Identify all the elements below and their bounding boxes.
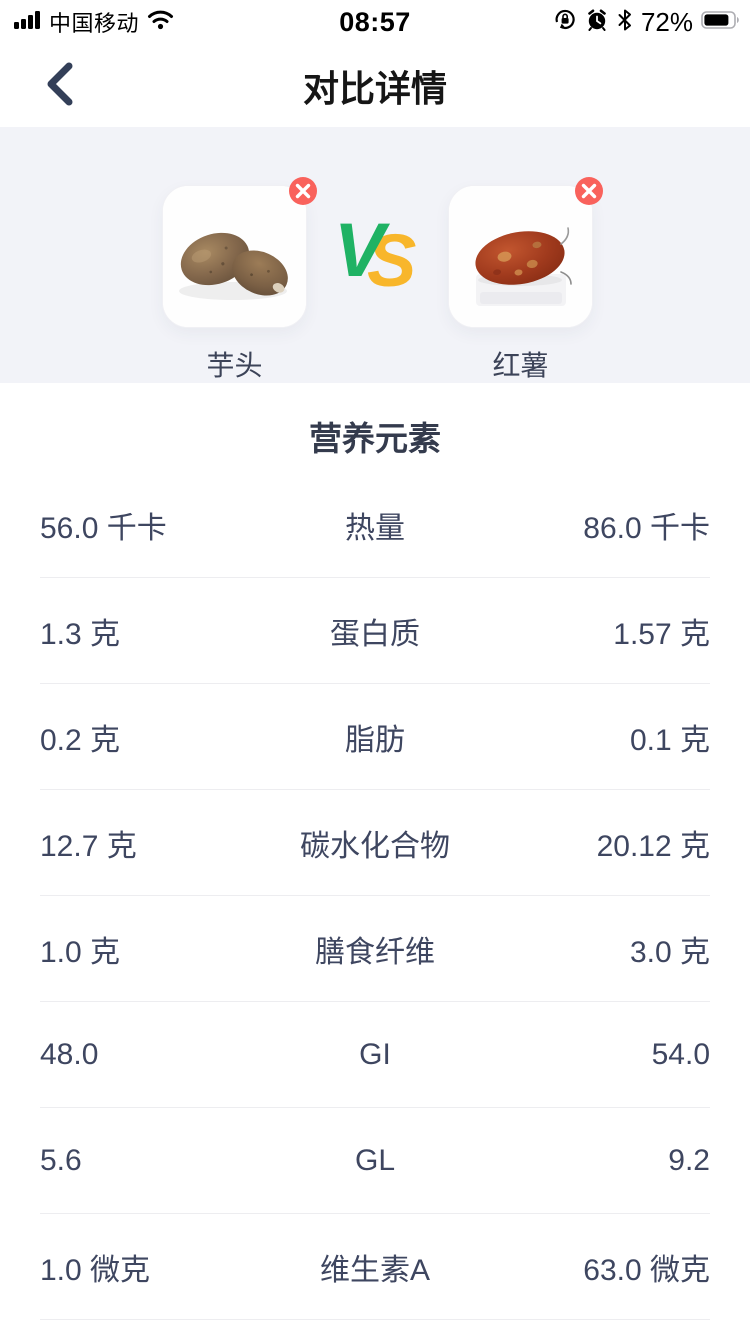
nav-bar: 对比详情 [0, 44, 750, 127]
left-value: 56.0 千卡 [40, 511, 167, 545]
signal-strength-icon [14, 10, 41, 35]
nutrient-label: 蛋白质 [330, 617, 420, 651]
nutrient-label: 维生素A [319, 1253, 430, 1287]
nutrition-row-carbs: 12.7 克 碳水化合物 20.12 克 [40, 790, 710, 896]
right-value: 86.0 千卡 [583, 511, 710, 545]
right-value: 9.2 [668, 1143, 710, 1177]
left-value: 1.0 克 [40, 935, 121, 969]
right-value: 1.57 克 [613, 617, 710, 651]
nutrition-row-gi: 48.0 GI 54.0 [40, 1002, 710, 1108]
nutrition-row-gl: 5.6 GL 9.2 [40, 1108, 710, 1214]
left-value: 48.0 [40, 1037, 99, 1071]
compare-section: 芋头 S V [0, 127, 750, 383]
nutrition-title: 营养元素 [309, 420, 441, 457]
bluetooth-icon [617, 8, 633, 37]
battery-icon [701, 10, 742, 35]
rotation-lock-icon [553, 8, 577, 37]
alarm-clock-icon [585, 8, 609, 37]
nutrition-rows: 56.0 千卡 热量 86.0 千卡 1.3 克 蛋白质 1.57 克 0.2 … [0, 472, 750, 1320]
vs-letter-s: S [367, 219, 417, 302]
right-value: 63.0 微克 [583, 1253, 710, 1287]
nutrient-label: GL [354, 1143, 396, 1177]
taro-image [163, 186, 306, 327]
right-food-name: 红薯 [492, 350, 549, 381]
right-food-card[interactable] [448, 177, 603, 328]
clock-time: 08:57 [339, 6, 411, 37]
nutrient-label: 脂肪 [345, 723, 405, 757]
nutrition-row-fiber: 1.0 克 膳食纤维 3.0 克 [40, 896, 710, 1002]
vs-letter-v: V [334, 208, 385, 293]
page-title: 对比详情 [302, 67, 447, 109]
nutrient-label: 热量 [345, 511, 405, 545]
battery-percent-label: 72% [640, 6, 693, 37]
nutrient-label: 膳食纤维 [315, 935, 435, 969]
left-food-column: 芋头 [162, 177, 317, 384]
nutrition-row-vitamin-a: 1.0 微克 维生素A 63.0 微克 [40, 1214, 710, 1320]
status-right: 72% [553, 0, 742, 44]
left-value: 5.6 [40, 1143, 82, 1177]
remove-right-food-button[interactable] [574, 176, 604, 206]
nutrition-sheet: 营养元素 56.0 千卡 热量 86.0 千卡 1.3 克 蛋白质 1.57 克… [0, 383, 750, 1334]
nutrition-row-calories: 56.0 千卡 热量 86.0 千卡 [40, 472, 710, 578]
vs-badge: S V [334, 211, 430, 303]
sweet-potato-image [449, 186, 592, 327]
right-food-column: 红薯 [448, 177, 603, 384]
left-value: 0.2 克 [40, 723, 121, 757]
back-button[interactable] [32, 58, 88, 114]
left-food-name: 芋头 [206, 350, 263, 381]
right-value: 20.12 克 [596, 829, 710, 863]
nutrition-row-fat: 0.2 克 脂肪 0.1 克 [40, 684, 710, 790]
right-value: 54.0 [651, 1037, 710, 1071]
left-value: 1.0 微克 [40, 1253, 151, 1287]
right-value: 3.0 克 [629, 935, 710, 969]
left-value: 1.3 克 [40, 617, 121, 651]
nutrition-row-protein: 1.3 克 蛋白质 1.57 克 [40, 578, 710, 684]
left-value: 12.7 克 [40, 829, 137, 863]
nutrient-label: 碳水化合物 [300, 829, 450, 863]
remove-left-food-button[interactable] [288, 176, 318, 206]
status-bar: 中国移动 08:57 [0, 0, 750, 44]
wifi-icon [147, 9, 174, 35]
nutrient-label: GI [359, 1037, 391, 1071]
left-food-card[interactable] [162, 177, 317, 328]
right-value: 0.1 克 [629, 723, 710, 757]
carrier-label: 中国移动 [49, 11, 140, 36]
status-left: 中国移动 [14, 0, 174, 44]
chevron-left-icon [43, 61, 77, 112]
